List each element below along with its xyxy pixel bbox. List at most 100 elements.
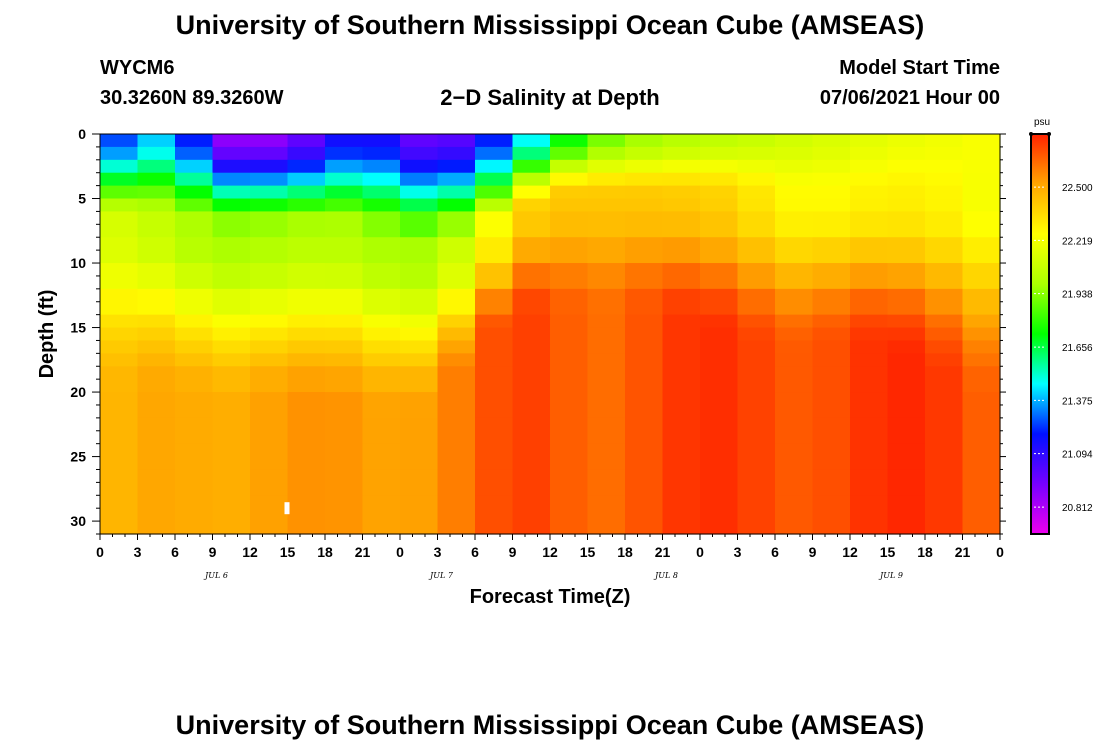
heatmap-cell	[475, 366, 514, 393]
heatmap-cell	[550, 340, 589, 354]
heatmap-cell	[400, 340, 439, 354]
heatmap-cell	[887, 314, 926, 329]
heatmap-cell	[587, 340, 626, 354]
heatmap-cell	[137, 417, 176, 445]
heatmap-cell	[812, 327, 851, 342]
heatmap-cell	[287, 417, 326, 445]
heatmap-cell	[212, 392, 251, 419]
heatmap-cell	[250, 340, 289, 354]
heatmap-cell	[325, 314, 364, 329]
heatmap-cell	[400, 146, 439, 161]
heatmap-cell	[100, 263, 139, 290]
heatmap-cell	[512, 172, 551, 187]
heatmap-cell	[962, 172, 1001, 187]
heatmap-cell	[512, 263, 551, 290]
heatmap-cell	[175, 146, 214, 161]
heatmap-cell	[512, 469, 551, 496]
heatmap-cell	[512, 314, 551, 329]
heatmap-cell	[362, 366, 401, 393]
heatmap-cell	[287, 469, 326, 496]
heatmap-cell	[512, 185, 551, 200]
heatmap-cell	[212, 211, 251, 238]
heatmap-cell	[212, 417, 251, 445]
heatmap-cell	[737, 469, 776, 496]
heatmap-cell	[400, 495, 439, 535]
heatmap-cell	[775, 237, 814, 264]
heatmap-cell	[212, 327, 251, 342]
heatmap-cell	[287, 172, 326, 187]
x-tick-label: 15	[880, 544, 896, 560]
heatmap-cell	[400, 237, 439, 264]
heatmap-cell	[850, 211, 889, 238]
heatmap-cell	[400, 327, 439, 342]
model-start-value: 07/06/2021 Hour 00	[819, 87, 1000, 109]
heatmap-cell	[737, 146, 776, 161]
heatmap-cell	[100, 134, 139, 148]
y-axis-title: Depth (ft)	[36, 290, 58, 379]
heatmap-cell	[512, 198, 551, 213]
heatmap-cell	[587, 134, 626, 148]
heatmap-cell	[775, 185, 814, 200]
y-tick-label: 0	[78, 126, 86, 142]
heatmap-cell	[137, 495, 176, 535]
heatmap-cell	[737, 185, 776, 200]
heatmap-cell	[700, 288, 739, 316]
heatmap-cell	[887, 327, 926, 342]
colorbar: psu 22.500 22.219 21.938 21.656 21.375 21.094…	[1029, 117, 1093, 535]
heatmap-cell	[475, 327, 514, 342]
heatmap-cell	[512, 392, 551, 419]
heatmap-cell	[775, 172, 814, 187]
heatmap-cell	[887, 443, 926, 471]
heatmap-cell	[175, 443, 214, 471]
heatmap-cell	[287, 211, 326, 238]
heatmap-cell	[137, 366, 176, 393]
heatmap-cell	[437, 146, 476, 161]
heatmap-cell	[100, 392, 139, 419]
heatmap-cell	[925, 353, 964, 367]
heatmap-cell	[925, 392, 964, 419]
heatmap-cell	[400, 392, 439, 419]
heatmap-cell	[362, 185, 401, 200]
salinity-heatmap	[100, 134, 1001, 535]
heatmap-cell	[850, 314, 889, 329]
heatmap-cell	[362, 392, 401, 419]
heatmap-cell	[850, 237, 889, 264]
heatmap-cell	[287, 198, 326, 213]
heatmap-cell	[962, 159, 1001, 174]
heatmap-cell	[175, 185, 214, 200]
heatmap-cell	[437, 366, 476, 393]
heatmap-cell	[925, 327, 964, 342]
heatmap-cell	[887, 146, 926, 161]
heatmap-cell	[437, 237, 476, 264]
heatmap-cell	[775, 353, 814, 367]
x-tick-label: 9	[209, 544, 217, 560]
heatmap-cell	[287, 340, 326, 354]
heatmap-cell	[250, 146, 289, 161]
heatmap-cell	[475, 340, 514, 354]
heatmap-cell	[812, 211, 851, 238]
heatmap-cell	[587, 443, 626, 471]
heatmap-cell	[662, 469, 701, 496]
heatmap-cell	[662, 134, 701, 148]
heatmap-cell	[850, 172, 889, 187]
heatmap-cell	[100, 198, 139, 213]
y-tick-label: 5	[78, 191, 86, 207]
heatmap-cell	[962, 263, 1001, 290]
heatmap-cell	[475, 211, 514, 238]
heatmap-cell	[812, 134, 851, 148]
heatmap-cell	[962, 417, 1001, 445]
heatmap-cell	[887, 288, 926, 316]
heatmap-cell	[437, 159, 476, 174]
heatmap-cell	[962, 327, 1001, 342]
heatmap-cell	[100, 288, 139, 316]
heatmap-cell	[512, 443, 551, 471]
heatmap-cell	[737, 211, 776, 238]
heatmap-cell	[625, 327, 664, 342]
heatmap-cell	[812, 443, 851, 471]
heatmap-cell	[175, 172, 214, 187]
heatmap-cell	[287, 159, 326, 174]
heatmap-cell	[550, 288, 589, 316]
x-tick-label: 0	[996, 544, 1004, 560]
heatmap-cell	[512, 353, 551, 367]
heatmap-cell	[325, 443, 364, 471]
